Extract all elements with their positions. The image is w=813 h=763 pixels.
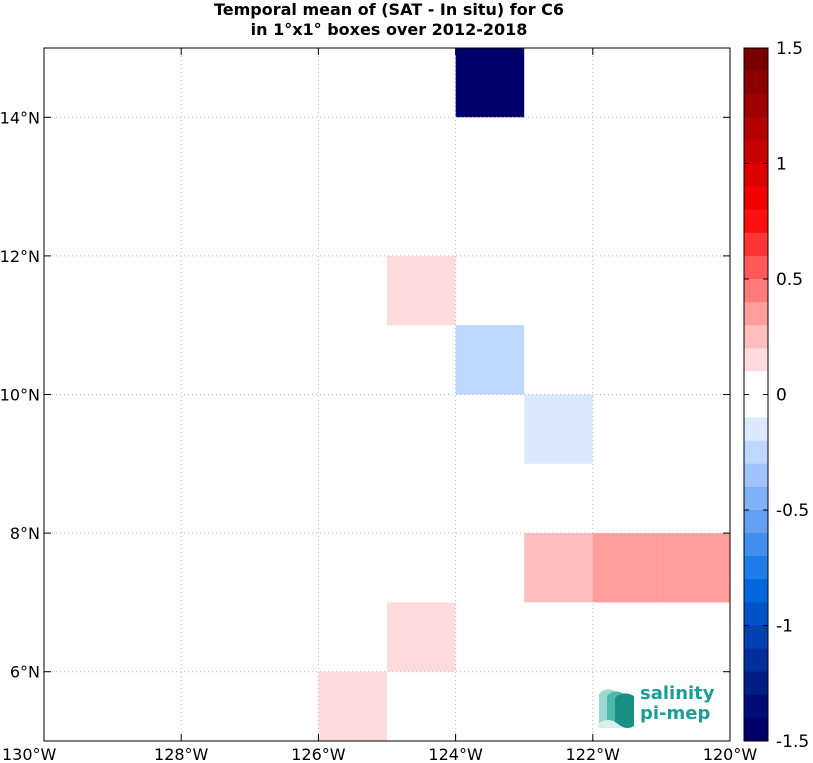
chart-title: Temporal mean of (SAT - In situ) for C6 … (44, 0, 734, 40)
y-tick-label-1: 8°N (10, 524, 40, 543)
x-tick-label-1: 128°W (154, 745, 209, 763)
heatmap-cells (318, 48, 730, 741)
colorbar-step-23 (744, 579, 768, 603)
colorbar-step-10 (744, 279, 768, 303)
colorbar-step-6 (744, 186, 768, 211)
colorbar-step-7 (744, 209, 768, 234)
heatmap-cell-2 (455, 325, 525, 395)
colorbar-tick-label-3: 0 (776, 386, 787, 406)
logo-line1: salinity (640, 683, 715, 704)
colorbar-step-29 (744, 717, 768, 742)
heatmap-cell-0 (455, 48, 525, 118)
colorbar-tick-label-6: -1.5 (776, 732, 809, 752)
colorbar-step-15 (744, 394, 768, 419)
heatmap-cell-7 (387, 602, 456, 672)
colorbar-step-13 (744, 348, 768, 372)
colorbar-step-16 (744, 417, 768, 442)
colorbar-step-28 (744, 694, 768, 719)
wave-logo-icon (598, 689, 636, 728)
colorbar-tick-label-4: -0.5 (776, 501, 809, 521)
logo-text: salinity pi-mep (640, 684, 715, 724)
y-tick-label-0: 6°N (10, 663, 40, 682)
x-tick-label-3: 124°W (428, 745, 483, 763)
colorbar-step-20 (744, 510, 768, 534)
y-tick-label-4: 14°N (0, 108, 40, 127)
colorbar-step-4 (744, 140, 768, 164)
colorbar-step-26 (744, 648, 768, 673)
colorbar-step-11 (744, 302, 768, 326)
x-tick-labels: 130°W 128°W 126°W 124°W 122°W 120°W (2, 745, 757, 763)
colorbar-tick-label-0: 1.5 (776, 39, 803, 59)
colorbar-step-17 (744, 440, 768, 465)
colorbar (744, 48, 768, 742)
x-tick-label-0: 130°W (2, 745, 57, 763)
y-tick-labels: 6°N 8°N 10°N 12°N 14°N (0, 108, 40, 681)
heatmap-cell-1 (387, 255, 456, 326)
y-tick-label-3: 12°N (0, 247, 40, 266)
heatmap-cell-4 (524, 533, 593, 603)
colorbar-step-25 (744, 625, 768, 650)
salinity-pi-mep-logo: salinity pi-mep (596, 684, 728, 730)
heatmap-cell-6 (661, 533, 730, 603)
colorbar-step-14 (744, 371, 768, 395)
colorbar-step-3 (744, 117, 768, 141)
heatmap-cell-3 (524, 394, 593, 464)
colorbar-tick-label-2: 0.5 (776, 270, 803, 290)
colorbar-step-22 (744, 556, 768, 580)
colorbar-step-1 (744, 71, 768, 95)
colorbar-step-24 (744, 602, 768, 626)
axis-ticks (43, 48, 731, 741)
colorbar-step-27 (744, 671, 768, 696)
x-tick-label-4: 122°W (566, 745, 621, 763)
colorbar-step-5 (744, 163, 768, 188)
chart-title-line1: Temporal mean of (SAT - In situ) for C6 (213, 0, 565, 19)
colorbar-step-19 (744, 486, 768, 511)
colorbar-step-9 (744, 255, 768, 280)
x-tick-label-5: 120°W (703, 745, 758, 763)
heatmap-cell-8 (318, 671, 387, 741)
colorbar-step-18 (744, 463, 768, 488)
colorbar-step-21 (744, 533, 768, 557)
logo-line2: pi-mep (640, 703, 711, 724)
colorbar-step-12 (744, 325, 768, 349)
colorbar-tick-label-1: 1 (776, 155, 787, 175)
colorbar-tick-label-5: -1 (776, 617, 793, 637)
x-tick-label-2: 126°W (291, 745, 346, 763)
chart-title-line2: in 1°x1° boxes over 2012-2018 (250, 20, 528, 39)
heatmap-cell-5 (592, 533, 662, 603)
y-tick-label-2: 10°N (0, 386, 40, 405)
colorbar-step-0 (744, 48, 768, 72)
colorbar-step-2 (744, 94, 768, 118)
colorbar-step-8 (744, 232, 768, 257)
colorbar-tick-labels: 1.5 1 0.5 0 -0.5 -1 -1.5 (744, 39, 809, 752)
